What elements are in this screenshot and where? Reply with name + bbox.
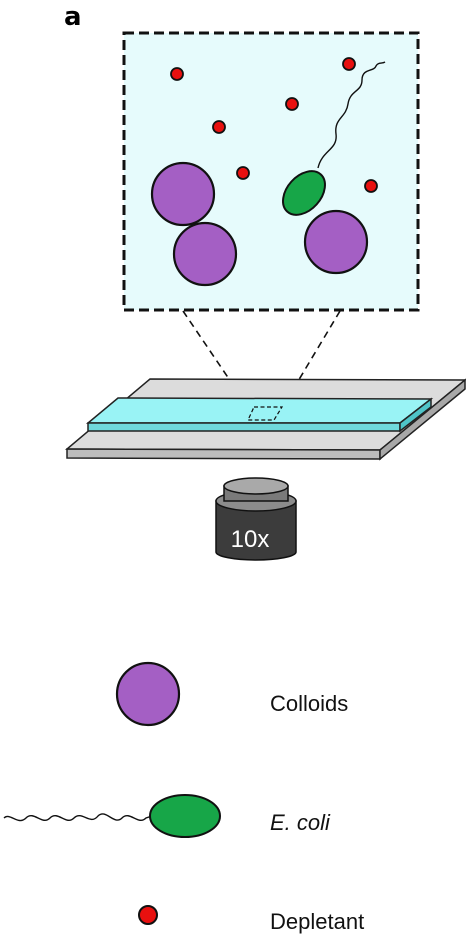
legend-colloid-icon [115, 661, 181, 727]
colloid-particle [303, 209, 369, 275]
depletant-particle [342, 57, 356, 71]
legend-label-depletant: Depletant [270, 909, 365, 934]
channel-top-surface [85, 397, 434, 424]
depletant-particle [236, 166, 250, 180]
depletant-particle [364, 179, 378, 193]
observation-region [247, 406, 284, 421]
legend-label-ecoli: E. coli [270, 810, 330, 835]
colloid-particle [150, 161, 216, 227]
legend-depletant-icon [138, 905, 158, 925]
legend-ecoli-flagellum [3, 813, 153, 822]
panel-label: a [64, 2, 82, 32]
objective-magnification-label: 10x [231, 526, 270, 553]
objective-front-lens [223, 477, 289, 495]
legend-label-colloids: Colloids [270, 691, 349, 716]
colloid-particle [172, 221, 238, 287]
legend-ecoli-body [149, 794, 221, 838]
channel-side-edge [399, 397, 432, 433]
zoom-inset [122, 31, 420, 312]
ecoli-flagellum [317, 61, 386, 169]
legend-ecoli-icon [3, 794, 221, 838]
objective-body [215, 500, 297, 561]
ecoli-bacterium [282, 170, 326, 216]
depletant-particle [212, 120, 226, 134]
microscope-slide [64, 378, 466, 461]
depletant-particle [285, 97, 299, 111]
channel-front-edge [87, 422, 401, 432]
depletant-particle [170, 67, 184, 81]
slide-front-edge [66, 448, 381, 460]
objective-lens: 10x [215, 477, 297, 561]
slide-side-edge [379, 378, 466, 461]
zoom-line-right [281, 310, 341, 409]
